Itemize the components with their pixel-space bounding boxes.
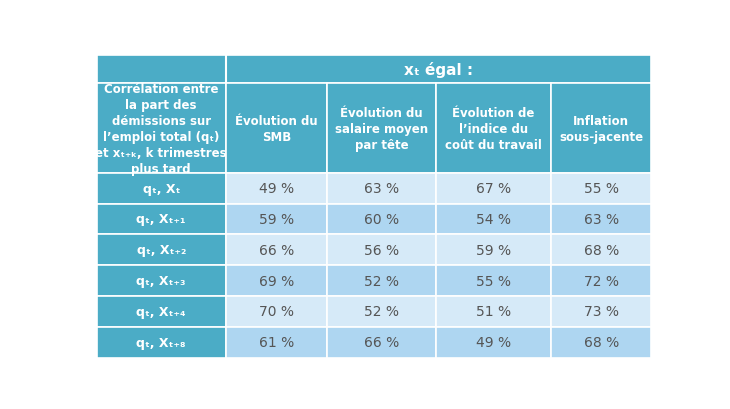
Text: 67 %: 67 % <box>476 182 511 196</box>
Bar <box>226 204 327 235</box>
Bar <box>436 204 551 235</box>
Bar <box>327 265 436 296</box>
Bar <box>97 84 226 173</box>
Bar <box>97 204 226 235</box>
Bar <box>551 84 651 173</box>
Text: Évolution de
l’indice du
coût du travail: Évolution de l’indice du coût du travail <box>445 106 542 151</box>
Bar <box>436 173 551 204</box>
Text: 69 %: 69 % <box>258 274 294 288</box>
Text: 51 %: 51 % <box>476 305 511 319</box>
Text: Inflation
sous-jacente: Inflation sous-jacente <box>559 114 643 143</box>
Bar <box>436 235 551 265</box>
Bar <box>551 235 651 265</box>
Bar <box>327 327 436 358</box>
Text: 70 %: 70 % <box>258 305 293 319</box>
Text: qₜ, Xₜ₊₃: qₜ, Xₜ₊₃ <box>137 274 186 288</box>
Text: 63 %: 63 % <box>364 182 399 196</box>
Text: 52 %: 52 % <box>364 274 399 288</box>
Text: 66 %: 66 % <box>364 335 399 349</box>
Text: Évolution du
SMB: Évolution du SMB <box>235 114 318 143</box>
Text: 72 %: 72 % <box>584 274 618 288</box>
Text: qₜ, Xₜ₊₂: qₜ, Xₜ₊₂ <box>137 244 186 256</box>
Bar <box>226 296 327 327</box>
Bar <box>97 327 226 358</box>
Text: qₜ, Xₜ₊₈: qₜ, Xₜ₊₈ <box>137 336 186 349</box>
Bar <box>436 327 551 358</box>
Text: 59 %: 59 % <box>258 212 294 226</box>
Text: qₜ, Xₜ₊₄: qₜ, Xₜ₊₄ <box>137 305 186 318</box>
Text: 59 %: 59 % <box>476 243 511 257</box>
Text: 55 %: 55 % <box>476 274 511 288</box>
Bar <box>327 173 436 204</box>
Text: 68 %: 68 % <box>583 335 619 349</box>
Text: Évolution du
salaire moyen
par tête: Évolution du salaire moyen par tête <box>335 106 428 151</box>
Text: 52 %: 52 % <box>364 305 399 319</box>
Bar <box>226 265 327 296</box>
Bar <box>226 84 327 173</box>
Bar <box>327 235 436 265</box>
Text: 55 %: 55 % <box>584 182 618 196</box>
Text: 49 %: 49 % <box>258 182 294 196</box>
Bar <box>97 265 226 296</box>
Bar <box>551 173 651 204</box>
Bar <box>551 327 651 358</box>
Bar <box>226 173 327 204</box>
Bar <box>97 55 226 84</box>
Text: xₜ égal :: xₜ égal : <box>404 62 473 78</box>
Text: qₜ, Xₜ: qₜ, Xₜ <box>142 182 180 195</box>
Bar <box>327 84 436 173</box>
Bar <box>226 55 651 84</box>
Bar <box>327 204 436 235</box>
Text: 61 %: 61 % <box>258 335 294 349</box>
Text: 73 %: 73 % <box>584 305 618 319</box>
Bar <box>97 173 226 204</box>
Bar <box>436 265 551 296</box>
Text: 68 %: 68 % <box>583 243 619 257</box>
Bar <box>436 84 551 173</box>
Text: qₜ, Xₜ₊₁: qₜ, Xₜ₊₁ <box>137 213 186 226</box>
Bar <box>97 235 226 265</box>
Text: 56 %: 56 % <box>364 243 399 257</box>
Text: 60 %: 60 % <box>364 212 399 226</box>
Text: Corrélation entre
la part des
démissions sur
l’emploi total (qₜ)
et xₜ₊ₖ, k trim: Corrélation entre la part des démissions… <box>96 82 227 175</box>
Bar <box>226 327 327 358</box>
Text: 66 %: 66 % <box>258 243 294 257</box>
Bar <box>226 55 651 84</box>
Text: 63 %: 63 % <box>583 212 619 226</box>
Bar <box>551 265 651 296</box>
Bar <box>551 204 651 235</box>
Text: 49 %: 49 % <box>476 335 511 349</box>
Bar <box>226 235 327 265</box>
Bar <box>97 296 226 327</box>
Bar <box>327 296 436 327</box>
Text: 54 %: 54 % <box>476 212 511 226</box>
Bar <box>551 296 651 327</box>
Bar <box>436 296 551 327</box>
